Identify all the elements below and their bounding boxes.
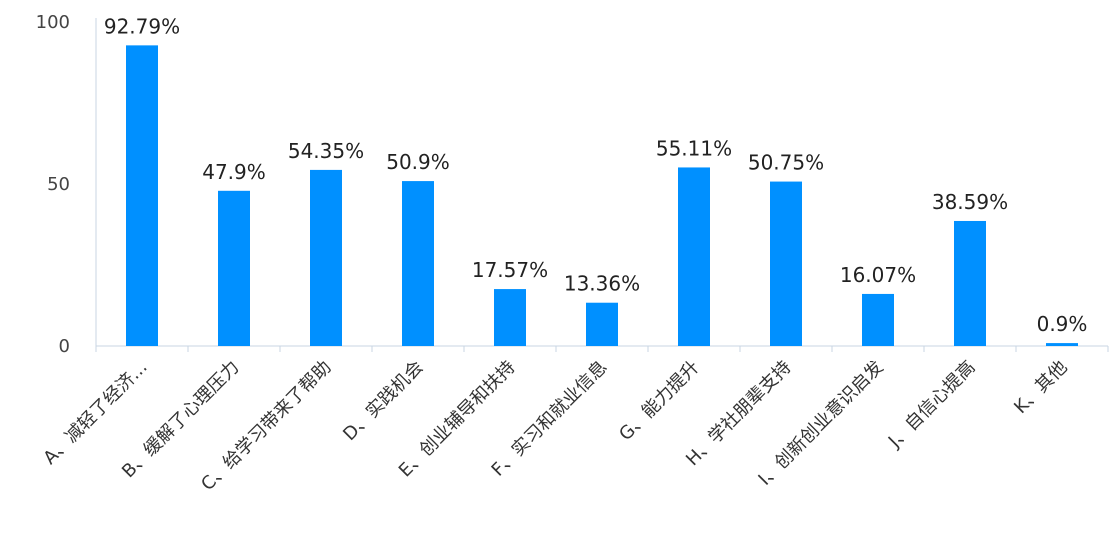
bar[interactable] [1046,343,1078,346]
bar[interactable] [862,293,894,346]
bar[interactable] [678,167,710,346]
data-label: 92.79% [104,14,180,38]
category-label: K、其他 [1010,357,1071,418]
category-label: J、自信心提高 [884,357,980,453]
data-label: 47.9% [202,160,266,184]
data-label: 13.36% [564,272,640,296]
bar[interactable] [494,289,526,346]
bar[interactable] [218,190,250,346]
y-tick-label: 50 [47,174,70,195]
y-tick-label: 0 [59,336,70,357]
data-label: 17.57% [472,258,548,282]
category-label: D、实践机会 [339,357,427,445]
data-label: 0.9% [1037,312,1088,336]
bar[interactable] [126,45,158,346]
bar[interactable] [586,302,618,346]
data-label: 54.35% [288,139,364,163]
category-label: G、能力提升 [615,357,703,445]
data-label: 50.9% [386,150,450,174]
bar[interactable] [310,169,342,346]
data-label: 38.59% [932,190,1008,214]
data-label: 50.75% [748,151,824,175]
bar[interactable] [954,220,986,346]
bar[interactable] [402,181,434,346]
bar[interactable] [770,181,802,346]
y-tick-label: 100 [36,12,70,33]
data-label: 16.07% [840,263,916,287]
data-label: 55.11% [656,136,732,160]
